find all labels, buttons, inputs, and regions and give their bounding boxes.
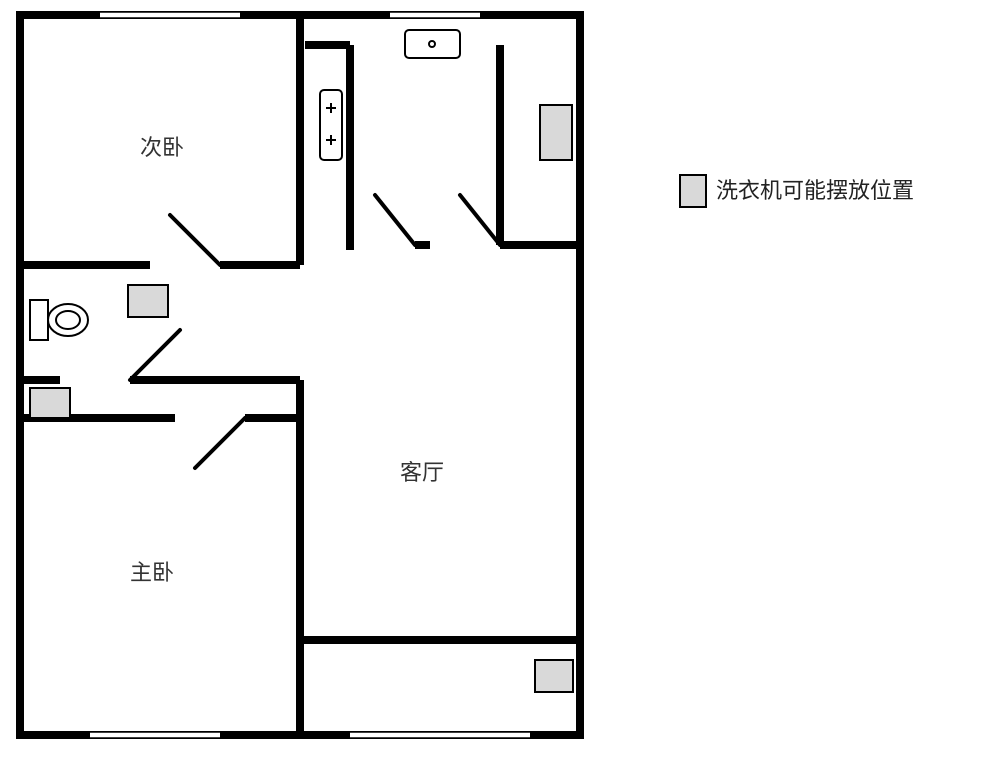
room-label-secondary_bedroom: 次卧 <box>140 135 184 160</box>
stove-icon <box>320 90 342 160</box>
toilet-seat-icon <box>56 311 80 329</box>
washer-spot-icon <box>540 105 572 160</box>
sink-drain-icon <box>429 41 435 47</box>
door-swing <box>375 195 415 245</box>
washer-spot-icon <box>535 660 573 692</box>
room-label-living_room: 客厅 <box>400 460 444 485</box>
toilet-tank-icon <box>30 300 48 340</box>
room-label-master_bedroom: 主卧 <box>130 560 174 585</box>
door-swing <box>170 215 220 265</box>
washer-spot-icon <box>128 285 168 317</box>
door-swing <box>460 195 500 245</box>
toilet-bowl-icon <box>48 304 88 336</box>
legend-swatch-icon <box>680 175 706 207</box>
door-swing <box>195 418 245 468</box>
washer-spot-icon <box>30 388 70 418</box>
legend-label: 洗衣机可能摆放位置 <box>716 178 914 203</box>
sink-icon <box>405 30 460 58</box>
door-swing <box>130 330 180 380</box>
